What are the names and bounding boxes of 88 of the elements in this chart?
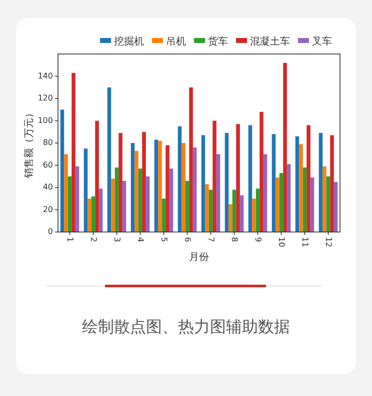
bar	[318, 132, 323, 232]
legend-label: 叉车	[312, 36, 332, 48]
bar	[114, 167, 119, 232]
bar	[232, 190, 236, 232]
bar	[111, 178, 115, 232]
bar	[228, 204, 232, 232]
x-tick-label: 11	[300, 237, 310, 248]
bar	[72, 72, 76, 232]
bar	[107, 87, 112, 232]
bar	[75, 166, 80, 232]
x-tick-label: 3	[112, 237, 122, 242]
bar	[88, 198, 92, 232]
bar	[60, 110, 64, 232]
bar	[192, 147, 197, 232]
bar	[154, 140, 158, 232]
legend-label: 货车	[208, 36, 228, 48]
x-tick-label: 8	[230, 237, 240, 242]
y-tick-label: 100	[38, 116, 53, 125]
bar	[208, 190, 213, 232]
bar	[64, 154, 68, 232]
bar	[248, 125, 252, 232]
x-tick-label: 4	[136, 237, 146, 242]
bar	[130, 143, 135, 232]
bar	[178, 126, 182, 232]
y-tick-label: 120	[38, 94, 53, 103]
bar	[185, 180, 190, 232]
y-tick-label: 0	[48, 227, 53, 236]
bar	[91, 196, 96, 232]
bar	[122, 180, 126, 232]
bar	[224, 132, 229, 232]
bar	[68, 176, 72, 232]
x-tick-label: 7	[206, 237, 216, 242]
x-tick-label: 10	[277, 237, 286, 248]
x-tick-label: 9	[254, 237, 263, 242]
x-tick-label: 5	[160, 237, 169, 242]
bar	[138, 168, 142, 232]
bar	[330, 135, 334, 232]
bar	[326, 176, 330, 232]
bar	[306, 125, 310, 232]
x-tick-label: 12	[324, 237, 334, 248]
bar	[212, 120, 216, 232]
bar	[299, 144, 303, 232]
legend-label: 挖掘机	[114, 36, 144, 48]
bar	[216, 154, 220, 232]
x-tick-label: 1	[66, 237, 75, 242]
bar	[134, 150, 138, 232]
bar	[182, 143, 186, 232]
bar	[84, 148, 88, 232]
bar	[276, 177, 280, 232]
bar	[189, 87, 193, 232]
x-axis-title: 月份	[189, 252, 209, 263]
y-axis-title: 销售额（万元）	[23, 108, 35, 179]
bar	[279, 173, 284, 232]
bar	[295, 136, 300, 232]
bar	[240, 195, 244, 232]
bar	[252, 198, 256, 232]
bar	[162, 198, 166, 232]
bar	[256, 188, 260, 232]
bar	[166, 145, 170, 232]
bar	[236, 124, 240, 232]
bar	[286, 164, 291, 232]
x-tick-label: 2	[89, 237, 98, 242]
bar	[334, 182, 338, 232]
bar	[302, 167, 307, 232]
bar	[169, 168, 174, 232]
bar	[283, 62, 287, 232]
bar	[322, 166, 326, 232]
y-tick-label: 40	[42, 182, 53, 192]
y-tick-label: 140	[38, 71, 53, 80]
y-tick-label: 60	[42, 160, 53, 170]
text: 绘制散点图、热力图辅助数据	[82, 317, 290, 336]
bar	[95, 120, 99, 232]
legend-label: 吊机	[166, 36, 186, 48]
bar	[272, 134, 276, 232]
bar	[142, 132, 146, 232]
bar	[260, 112, 264, 232]
y-tick-label: 20	[42, 204, 53, 214]
legend-label: 混凝土车	[250, 36, 290, 48]
bar	[98, 188, 103, 232]
y-tick-label: 80	[42, 138, 53, 148]
bar	[201, 135, 206, 232]
x-tick-label: 6	[183, 237, 192, 242]
bar	[146, 176, 150, 232]
bar	[310, 177, 314, 232]
bar	[263, 154, 268, 232]
bar	[118, 132, 122, 232]
bar	[205, 184, 209, 232]
bar	[158, 140, 162, 232]
